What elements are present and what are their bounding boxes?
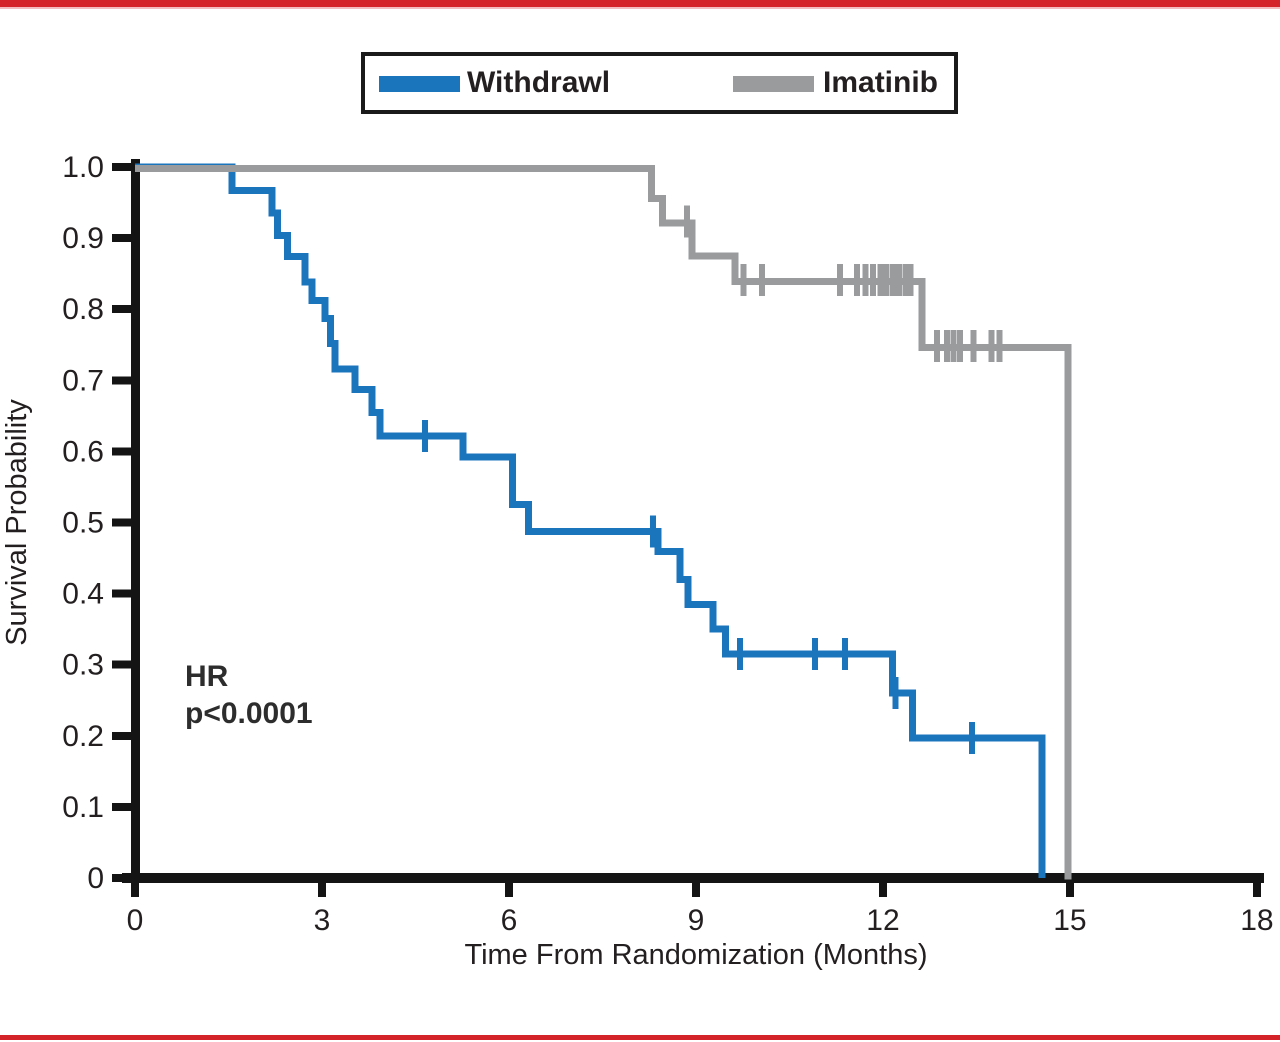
x-tick-label: 6	[501, 904, 518, 937]
top-red-bar-accent	[0, 7, 1280, 9]
legend-swatch-imatinib	[733, 76, 814, 92]
y-tick-label: 0.7	[62, 364, 104, 397]
y-tick	[112, 518, 131, 527]
y-tick	[112, 874, 131, 882]
legend-label-withdrawl: Withdrawl	[467, 66, 611, 99]
y-tick-label: 0.9	[62, 222, 104, 255]
x-tick-label: 3	[314, 904, 331, 937]
x-tick-label: 9	[688, 904, 705, 937]
y-tick-label: 0.1	[62, 791, 104, 824]
y-tick-label: 0	[87, 862, 104, 895]
x-axis-title: Time From Randomization (Months)	[464, 939, 927, 971]
y-tick-label: 0.3	[62, 649, 104, 682]
x-tick-label: 18	[1240, 904, 1273, 937]
y-tick	[112, 447, 131, 456]
y-tick	[112, 802, 131, 811]
y-tick-label: 0.2	[62, 720, 104, 753]
x-tick	[131, 873, 139, 897]
y-axis-title: Survival Probability	[1, 399, 33, 646]
y-tick	[112, 163, 131, 171]
x-tick	[504, 873, 513, 897]
legend-label-imatinib: Imatinib	[823, 66, 939, 99]
y-tick	[112, 376, 131, 385]
y-tick	[112, 660, 131, 669]
survival-curve-imatinib	[135, 165, 1072, 880]
y-tick-label: 0.5	[62, 507, 104, 540]
x-tick	[878, 873, 887, 897]
y-tick	[112, 731, 131, 740]
survival-curve-withdrawl	[135, 163, 1046, 878]
top-red-bar	[0, 0, 1280, 7]
x-tick	[691, 873, 700, 897]
x-tick-label: 0	[127, 904, 144, 937]
y-axis	[131, 159, 140, 883]
y-tick-label: 0.6	[62, 435, 104, 468]
legend-swatch-withdrawl	[379, 76, 460, 92]
bottom-red-bar	[0, 1035, 1280, 1040]
y-tick	[112, 305, 131, 314]
y-tick-label: 0.4	[62, 578, 104, 611]
chart-legend: Withdrawl Imatinib	[361, 52, 958, 114]
pvalue-label: p<0.0001	[185, 697, 313, 730]
y-tick-label: 0.8	[62, 293, 104, 326]
y-tick	[112, 234, 131, 243]
x-tick-label: 15	[1053, 904, 1086, 937]
x-tick	[1065, 873, 1074, 897]
x-tick	[317, 873, 326, 897]
stats-annotation: HR p<0.0001	[185, 658, 313, 732]
hr-label: HR	[185, 660, 229, 693]
y-tick	[112, 589, 131, 598]
x-tick	[1252, 873, 1261, 897]
x-tick-label: 12	[866, 904, 899, 937]
y-tick-label: 1.0	[62, 151, 104, 184]
